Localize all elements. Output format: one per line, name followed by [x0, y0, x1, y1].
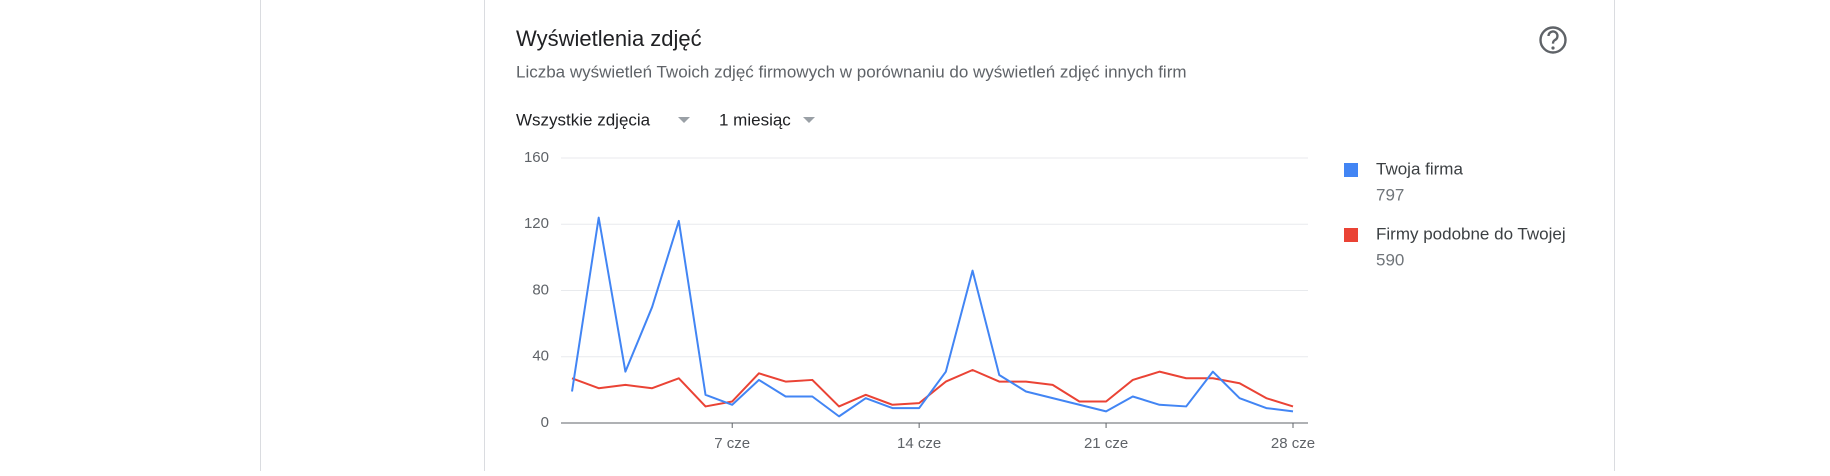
legend-label: Firmy podobne do Twojej — [1376, 224, 1566, 243]
series-line — [571, 216, 1294, 418]
legend-item[interactable]: Twoja firma 797 — [1344, 159, 1463, 204]
card-title: Wyświetlenia zdjęć — [516, 26, 702, 51]
x-tick-label: 28 cze — [1271, 435, 1315, 452]
legend-item[interactable]: Firmy podobne do Twojej 590 — [1344, 224, 1566, 269]
legend-label: Twoja firma — [1376, 159, 1463, 178]
card-subtitle: Liczba wyświetleń Twoich zdjęć firmowych… — [516, 62, 1187, 81]
dropdown-label: Wszystkie zdjęcia — [516, 110, 651, 129]
y-tick-label: 80 — [532, 281, 549, 298]
x-tick-label: 14 cze — [897, 435, 941, 452]
series-line — [571, 369, 1294, 408]
period-filter[interactable]: 1 miesiąc — [719, 110, 815, 129]
legend-total: 590 — [1376, 250, 1404, 269]
y-tick-label: 40 — [532, 348, 549, 365]
legend-total: 797 — [1376, 185, 1404, 204]
help-button[interactable] — [1539, 26, 1567, 54]
help-dot — [1551, 46, 1555, 50]
y-tick-label: 120 — [524, 215, 549, 232]
dropdown-arrow — [678, 117, 690, 123]
x-tick-label: 21 cze — [1084, 435, 1128, 452]
dropdown-label: 1 miesiąc — [719, 110, 791, 129]
photo-filter[interactable]: Wszystkie zdjęcia — [516, 110, 690, 129]
legend-swatch — [1344, 163, 1358, 177]
x-tick-label: 7 cze — [714, 435, 750, 452]
y-tick-label: 0 — [541, 414, 549, 431]
legend-swatch — [1344, 228, 1358, 242]
help-icon — [1539, 26, 1567, 54]
help-glyph — [1547, 30, 1559, 44]
y-tick-label: 160 — [524, 149, 549, 166]
dropdown-arrow — [803, 117, 815, 123]
